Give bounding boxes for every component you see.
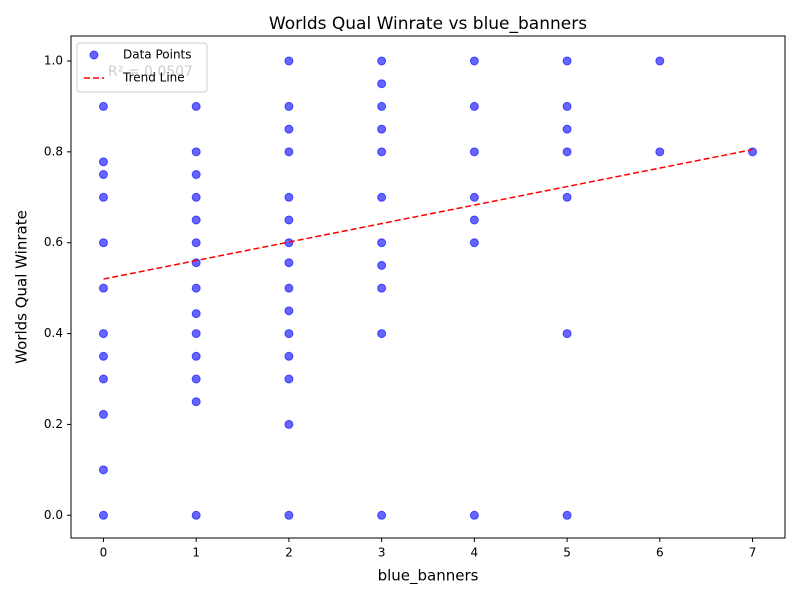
data-point [284, 351, 294, 361]
data-point [191, 192, 201, 202]
data-point [191, 374, 201, 384]
data-point [377, 510, 387, 520]
x-tick-label: 3 [378, 546, 386, 560]
data-point [377, 124, 387, 134]
data-point [98, 409, 108, 419]
y-axis-label: Worlds Qual Winrate [13, 210, 31, 364]
data-point [562, 510, 572, 520]
data-point [98, 192, 108, 202]
data-point [562, 124, 572, 134]
trend-line [103, 148, 753, 280]
y-tick-label: 0.4 [44, 326, 63, 340]
data-point [377, 147, 387, 157]
data-point [748, 147, 758, 157]
data-point [98, 170, 108, 180]
y-tick-label: 0.6 [44, 235, 63, 249]
data-point [377, 192, 387, 202]
data-point [98, 374, 108, 384]
data-point [377, 329, 387, 339]
data-point [284, 56, 294, 66]
legend-label: Trend Line [122, 71, 185, 85]
data-point [284, 215, 294, 225]
y-tick-label: 1.0 [44, 53, 63, 67]
data-point [377, 260, 387, 270]
data-point [98, 101, 108, 111]
data-point [469, 238, 479, 248]
data-point [562, 101, 572, 111]
data-point [191, 329, 201, 339]
x-axis-label: blue_banners [378, 567, 479, 586]
data-point [469, 147, 479, 157]
y-tick-label: 0.8 [44, 144, 63, 158]
data-point [98, 157, 108, 167]
chart-title: Worlds Qual Winrate vs blue_banners [269, 14, 587, 34]
legend-box [76, 42, 208, 93]
data-point [284, 258, 294, 268]
data-point [98, 351, 108, 361]
data-point [98, 510, 108, 520]
data-point [98, 329, 108, 339]
data-point [562, 329, 572, 339]
x-tick-label: 7 [749, 546, 757, 560]
data-point [191, 170, 201, 180]
data-point [284, 510, 294, 520]
data-point [191, 283, 201, 293]
data-point [191, 101, 201, 111]
data-point [469, 192, 479, 202]
data-point [562, 147, 572, 157]
data-point [284, 192, 294, 202]
data-point [191, 351, 201, 361]
data-point [469, 56, 479, 66]
data-point [191, 147, 201, 157]
data-point [284, 306, 294, 316]
data-point [98, 238, 108, 248]
data-point [191, 238, 201, 248]
data-point [98, 465, 108, 475]
x-tick-label: 4 [471, 546, 479, 560]
data-point [284, 147, 294, 157]
y-tick-label: 0.0 [44, 508, 63, 522]
data-point [377, 283, 387, 293]
data-point [562, 56, 572, 66]
data-point [284, 124, 294, 134]
data-point [191, 309, 201, 319]
data-point [469, 510, 479, 520]
data-point [655, 56, 665, 66]
x-tick-label: 0 [100, 546, 108, 560]
x-tick-label: 1 [192, 546, 200, 560]
y-tick-label: 0.2 [44, 417, 63, 431]
plot-frame [70, 35, 786, 539]
data-point [284, 374, 294, 384]
data-point [377, 101, 387, 111]
data-point [284, 101, 294, 111]
data-point [191, 215, 201, 225]
data-point [191, 397, 201, 407]
data-point [284, 283, 294, 293]
x-tick-label: 5 [563, 546, 571, 560]
data-point [562, 192, 572, 202]
x-tick-label: 6 [656, 546, 664, 560]
legend-label: Data Points [123, 48, 192, 62]
x-tick-label: 2 [285, 546, 293, 560]
data-point [469, 101, 479, 111]
data-point [377, 79, 387, 89]
data-point [284, 329, 294, 339]
data-point [284, 238, 294, 248]
data-point [191, 510, 201, 520]
data-point [377, 238, 387, 248]
data-point [655, 147, 665, 157]
data-point [98, 283, 108, 293]
data-point [377, 56, 387, 66]
data-point [469, 215, 479, 225]
data-point [284, 419, 294, 429]
legend-marker [89, 50, 99, 60]
